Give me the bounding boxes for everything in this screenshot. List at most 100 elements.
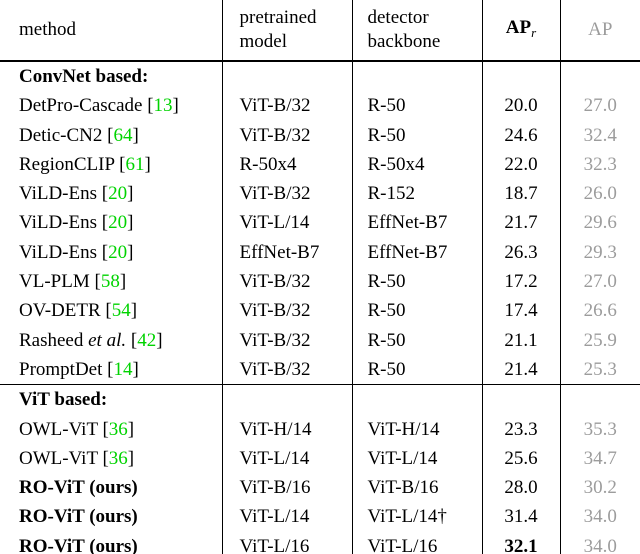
- ap-cell: 25.9: [583, 329, 617, 351]
- header-pretrained-line2: model: [239, 31, 288, 52]
- backbone-cell: ViT-L/14: [352, 443, 483, 474]
- header-ap-cell: AP: [560, 0, 640, 62]
- table-row: ViLD-Ens [20] ViT-L/14 EffNet-B7 21.7 29…: [0, 208, 640, 238]
- citation-close-bracket: ]: [119, 271, 127, 293]
- header-apr-label: AP: [505, 16, 532, 38]
- table-row: RO-ViT (ours) ViT-L/14 ViT-L/14† 31.4 34…: [0, 502, 640, 532]
- citation-link[interactable]: 20: [108, 212, 128, 234]
- ap-cell: 26.0: [583, 183, 617, 205]
- method-name: ViLD-Ens: [19, 183, 98, 205]
- citation-close-bracket: ]: [156, 329, 163, 351]
- citation-open-bracket: [: [102, 418, 109, 440]
- method-name: Rasheed: [19, 329, 84, 351]
- ap-cell: 32.4: [583, 124, 617, 146]
- citation-link[interactable]: 54: [111, 300, 131, 322]
- apr-cell: 17.4: [482, 296, 561, 326]
- header-backbone-line2: backbone: [367, 31, 441, 52]
- method-name: RO-ViT (ours): [19, 535, 138, 554]
- backbone-cell: R-50: [352, 267, 483, 297]
- section-label: ViT based:: [19, 389, 108, 411]
- ap-cell: 35.3: [583, 418, 617, 440]
- citation-link[interactable]: 58: [100, 271, 120, 293]
- method-cell: Rasheed et al. [42]: [0, 325, 223, 355]
- section-label: ConvNet based:: [19, 66, 149, 87]
- citation-open-bracket: [: [101, 241, 109, 263]
- method-name: DetPro-Cascade: [19, 95, 143, 117]
- backbone-cell: EffNet-B7: [352, 208, 483, 238]
- apr-cell: 20.0: [482, 91, 561, 121]
- pretrained-cell: ViT-B/32: [222, 267, 353, 297]
- apr-cell: 31.4: [482, 502, 561, 532]
- citation-link[interactable]: 61: [125, 153, 145, 175]
- method-cell: OV-DETR [54]: [0, 296, 223, 326]
- apr-cell: 21.4: [482, 354, 561, 385]
- citation-close-bracket: ]: [132, 358, 139, 380]
- citation-link[interactable]: 14: [113, 358, 133, 380]
- citation-open-bracket: [: [107, 358, 114, 380]
- citation-link[interactable]: 13: [153, 95, 173, 117]
- apr-cell: 17.2: [482, 267, 561, 297]
- pretrained-cell: ViT-H/14: [222, 414, 353, 444]
- pretrained-cell: ViT-L/14: [222, 208, 353, 238]
- method-cell: RegionCLIP [61]: [0, 149, 223, 180]
- apr-cell: 18.7: [482, 179, 561, 209]
- citation-link[interactable]: 20: [108, 183, 128, 205]
- table-row: DetPro-Cascade [13] ViT-B/32 R-50 20.0 2…: [0, 91, 640, 121]
- citation-open-bracket: [: [130, 329, 138, 351]
- citation-close-bracket: ]: [127, 212, 134, 234]
- citation-close-bracket: ]: [132, 124, 139, 146]
- citation-open-bracket: [: [94, 271, 101, 293]
- table-row: OV-DETR [54] ViT-B/32 R-50 17.4 26.6: [0, 296, 640, 326]
- backbone-cell: EffNet-B7: [352, 237, 483, 268]
- citation-close-bracket: ]: [130, 300, 138, 322]
- pretrained-cell: ViT-B/32: [222, 325, 353, 355]
- backbone-cell: ViT-L/14†: [352, 502, 483, 532]
- ap-cell: 30.2: [583, 477, 617, 499]
- citation-link[interactable]: 20: [108, 241, 128, 263]
- citation-open-bracket: [: [119, 153, 126, 175]
- citation-link[interactable]: 64: [113, 124, 133, 146]
- backbone-cell: ViT-L/16: [352, 531, 483, 554]
- citation-close-bracket: ]: [127, 241, 134, 263]
- citation-close-bracket: ]: [127, 418, 135, 440]
- method-cell: RO-ViT (ours): [0, 531, 223, 554]
- table-row: ViLD-Ens [20] ViT-B/32 R-152 18.7 26.0: [0, 179, 640, 209]
- backbone-cell: R-50: [352, 91, 483, 121]
- apr-cell: 32.1: [482, 531, 561, 554]
- citation-close-bracket: ]: [172, 95, 179, 117]
- backbone-cell: ViT-H/14: [352, 414, 483, 444]
- apr-cell: 21.1: [482, 325, 561, 355]
- method-name: RO-ViT (ours): [19, 477, 138, 499]
- backbone-cell: R-50x4: [352, 149, 483, 180]
- ap-cell: 25.3: [583, 358, 617, 380]
- method-name-etal: et al.: [88, 329, 127, 351]
- section-header-row: ConvNet based:: [0, 61, 640, 92]
- method-cell: VL-PLM [58]: [0, 267, 223, 297]
- pretrained-cell: ViT-L/14: [222, 443, 353, 474]
- apr-cell: 23.3: [482, 414, 561, 444]
- apr-cell: 22.0: [482, 149, 561, 180]
- method-name: ViLD-Ens: [19, 241, 98, 263]
- citation-link[interactable]: 42: [137, 329, 157, 351]
- method-name: PromptDet: [19, 358, 103, 380]
- header-apr-subscript: r: [531, 24, 537, 40]
- table-row: Rasheed et al. [42] ViT-B/32 R-50 21.1 2…: [0, 325, 640, 355]
- pretrained-cell: EffNet-B7: [222, 237, 353, 268]
- method-cell: ViLD-Ens [20]: [0, 179, 223, 209]
- citation-close-bracket: ]: [127, 447, 135, 469]
- header-method-cell: method: [0, 0, 223, 62]
- citation-link[interactable]: 36: [108, 418, 128, 440]
- method-name: OV-DETR: [19, 300, 101, 322]
- method-name: OWL-ViT: [19, 447, 98, 469]
- pretrained-cell: ViT-B/16: [222, 473, 353, 503]
- ap-cell: 29.6: [583, 212, 617, 234]
- citation-link[interactable]: 36: [108, 447, 128, 469]
- header-backbone-line1: detector: [367, 7, 429, 28]
- ap-cell: 34.0: [583, 506, 617, 528]
- table-row: VL-PLM [58] ViT-B/32 R-50 17.2 27.0: [0, 267, 640, 297]
- ap-cell: 32.3: [583, 153, 617, 175]
- method-cell: PromptDet [14]: [0, 354, 223, 385]
- pretrained-cell: ViT-L/16: [222, 531, 353, 554]
- table-row: RO-ViT (ours) ViT-L/16 ViT-L/16 32.1 34.…: [0, 531, 640, 554]
